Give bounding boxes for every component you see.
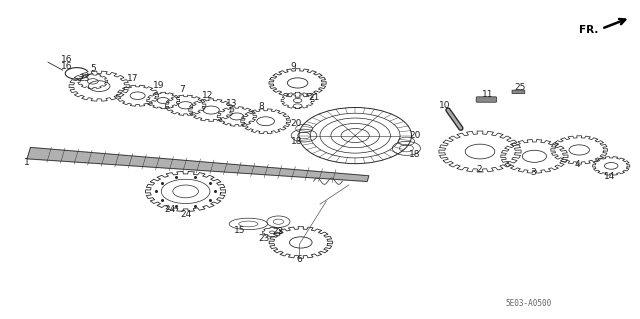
Text: 10: 10 [439, 101, 451, 110]
Text: 8: 8 [259, 102, 264, 111]
Text: 7: 7 [180, 85, 185, 94]
Text: 18: 18 [291, 137, 302, 146]
Text: 24: 24 [164, 205, 175, 214]
Text: 15: 15 [234, 226, 246, 235]
FancyBboxPatch shape [476, 97, 497, 102]
Text: 23: 23 [258, 234, 269, 243]
Text: 16: 16 [61, 55, 73, 63]
Polygon shape [27, 147, 369, 182]
Text: 5E03-A0500: 5E03-A0500 [506, 299, 552, 308]
Text: 23: 23 [79, 74, 90, 83]
Text: 25: 25 [514, 83, 525, 92]
Text: 12: 12 [202, 91, 214, 100]
Text: 1: 1 [24, 158, 29, 167]
Text: 11: 11 [482, 90, 493, 99]
Text: 17: 17 [127, 74, 139, 83]
Text: 4: 4 [575, 160, 580, 169]
Text: 21: 21 [308, 93, 319, 102]
FancyBboxPatch shape [512, 90, 525, 94]
Text: 6: 6 [297, 255, 302, 263]
Text: FR.: FR. [579, 25, 598, 35]
Text: 16: 16 [61, 62, 73, 71]
Text: 5: 5 [90, 64, 95, 73]
Text: 13: 13 [226, 99, 237, 108]
Text: 24: 24 [180, 210, 191, 219]
Text: 2: 2 [476, 165, 481, 174]
Text: 22: 22 [273, 227, 284, 236]
Text: 3: 3 [531, 168, 536, 177]
Text: 19: 19 [153, 81, 164, 90]
Text: 14: 14 [604, 172, 616, 181]
Text: 20: 20 [290, 119, 301, 128]
Text: 9: 9 [291, 62, 296, 70]
Text: 20: 20 [409, 131, 420, 140]
Text: 18: 18 [409, 150, 420, 159]
